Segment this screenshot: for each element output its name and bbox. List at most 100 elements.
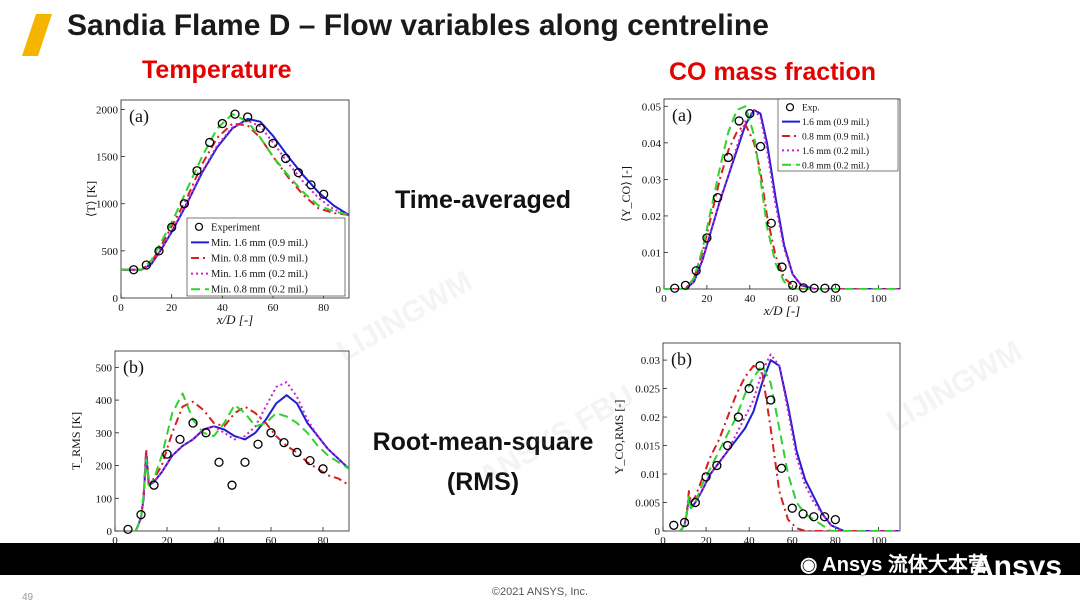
x-tick-label: 20 bbox=[701, 535, 713, 547]
legend-label: 1.6 mm (0.2 mil.) bbox=[802, 146, 869, 157]
legend-label: Min. 0.8 mm (0.9 mil.) bbox=[211, 254, 308, 265]
y-tick-label: 0.04 bbox=[642, 138, 662, 150]
experiment-point bbox=[154, 246, 164, 256]
experiment-point bbox=[255, 123, 265, 133]
legend-label: Min. 1.6 mm (0.2 mil.) bbox=[211, 269, 308, 280]
experiment-point bbox=[306, 180, 316, 190]
series-line bbox=[664, 123, 900, 289]
chart-co-mean: 0 20 40 60 80 100 0 0.01 0.02 0.03 0.04 0.05 x/D [-]… bbox=[620, 93, 902, 325]
y-tick-label: 0.02 bbox=[642, 211, 661, 223]
series-line bbox=[679, 364, 900, 531]
experiment-point bbox=[292, 447, 302, 458]
y-tick-label: 100 bbox=[96, 493, 113, 505]
series-line bbox=[121, 113, 349, 271]
experiment-point bbox=[745, 108, 755, 119]
chart-temperature-mean-svg: 0 20 40 60 80 0 500 1000 1500 2000 x/D [-] ⟨T⟩ [K] (… bbox=[85, 99, 350, 327]
y-tick-label: 0.03 bbox=[641, 355, 661, 367]
experiment-point bbox=[733, 412, 744, 422]
heading-temperature: Temperature bbox=[142, 56, 292, 84]
x-tick-label: 80 bbox=[318, 535, 330, 547]
x-tick-label: 60 bbox=[268, 302, 280, 314]
x-tick-label: 20 bbox=[701, 293, 713, 305]
experiment-point bbox=[205, 137, 215, 148]
y-tick-label: 0 bbox=[107, 526, 113, 538]
experiment-point bbox=[162, 449, 172, 459]
y-tick-label: 400 bbox=[96, 395, 113, 407]
experiment-point bbox=[227, 480, 237, 490]
wechat-overlay: ◉ Ansys 流体大本营 bbox=[800, 548, 988, 577]
y-tick-label: 0 bbox=[656, 284, 662, 296]
series-line bbox=[679, 364, 900, 531]
experiment-point bbox=[819, 512, 830, 522]
y-tick-label: 0 bbox=[655, 526, 661, 538]
x-tick-label: 40 bbox=[744, 293, 756, 305]
x-tick-label: 20 bbox=[162, 535, 174, 547]
experiment-point bbox=[129, 265, 139, 275]
legend-box bbox=[186, 217, 346, 297]
page-number: 49 bbox=[22, 592, 34, 603]
y-tick-label: 0.005 bbox=[635, 498, 660, 510]
chart-co-rms-svg: 0 20 40 60 80 10000.0050.010.0150.020.0250.03… bbox=[613, 342, 901, 560]
experiment-point bbox=[766, 395, 776, 405]
y-tick-label: 500 bbox=[96, 362, 113, 374]
x-axis-label: x/D [-] bbox=[763, 303, 800, 318]
experiment-point bbox=[281, 153, 291, 164]
x-tick-label: 80 bbox=[830, 535, 842, 547]
experiment-point bbox=[690, 497, 700, 508]
experiment-point bbox=[670, 283, 680, 293]
experiment-point bbox=[820, 283, 830, 293]
experiment-point bbox=[787, 503, 797, 513]
experiment-point bbox=[712, 460, 722, 471]
experiment-point bbox=[123, 524, 133, 535]
experiment-point bbox=[777, 262, 787, 272]
experiment-point bbox=[691, 266, 701, 276]
experiment-point bbox=[809, 512, 819, 522]
experiment-point bbox=[305, 455, 315, 466]
slide-title: Sandia Flame D – Flow variables along ce… bbox=[67, 9, 769, 42]
y-tick-label: 200 bbox=[96, 461, 113, 473]
experiment-point bbox=[268, 138, 278, 149]
y-tick-label: 0.015 bbox=[635, 441, 660, 453]
series-line bbox=[121, 122, 349, 271]
legend-label: Experiment bbox=[211, 222, 260, 233]
x-tick-label: 60 bbox=[787, 293, 799, 305]
experiment-point bbox=[136, 509, 146, 520]
experiment-point bbox=[175, 434, 185, 445]
experiment-point bbox=[188, 418, 198, 428]
y-tick-label: 0 bbox=[113, 293, 119, 305]
x-tick-label: 0 bbox=[661, 293, 667, 305]
experiment-point bbox=[240, 457, 250, 467]
x-tick-label: 100 bbox=[870, 293, 887, 305]
series-line bbox=[134, 400, 349, 531]
panel-label: (b) bbox=[671, 349, 692, 370]
experiment-point bbox=[776, 463, 787, 473]
experiment-point bbox=[701, 472, 711, 482]
y-tick-label: 2000 bbox=[96, 104, 119, 116]
experiment-point bbox=[798, 509, 808, 519]
wechat-icon: ◉ bbox=[800, 554, 818, 576]
experiment-point bbox=[279, 437, 289, 448]
experiment-point bbox=[149, 480, 159, 490]
experiment-point bbox=[755, 361, 765, 371]
x-tick-label: 80 bbox=[318, 302, 330, 314]
chart-temperature-rms: 0204060800100200300400500x/D [-]T_RMS [K… bbox=[70, 343, 351, 565]
x-tick-label: 40 bbox=[214, 535, 226, 547]
legend-marker bbox=[785, 103, 795, 112]
experiment-point bbox=[217, 118, 227, 129]
y-tick-label: 0.05 bbox=[642, 101, 662, 113]
y-tick-label: 0.025 bbox=[635, 384, 660, 396]
chart-temperature-rms-svg: 0204060800100200300400500x/D [-]T_RMS [K… bbox=[70, 350, 350, 560]
legend-box bbox=[777, 98, 899, 172]
experiment-point bbox=[167, 222, 177, 232]
y-tick-label: 0.02 bbox=[641, 412, 660, 424]
y-axis-label: Y_CO,RMS [-] bbox=[613, 400, 626, 475]
panel-label: (a) bbox=[129, 106, 149, 127]
y-tick-label: 0.01 bbox=[642, 247, 661, 259]
x-tick-label: 0 bbox=[118, 302, 124, 314]
experiment-point bbox=[192, 166, 202, 176]
row-label-rms-line1: Root-mean-square bbox=[372, 428, 594, 456]
experiment-point bbox=[830, 283, 841, 293]
experiment-point bbox=[293, 167, 303, 178]
experiment-point bbox=[734, 116, 744, 126]
row-label-rms-line2: (RMS) bbox=[446, 468, 520, 496]
